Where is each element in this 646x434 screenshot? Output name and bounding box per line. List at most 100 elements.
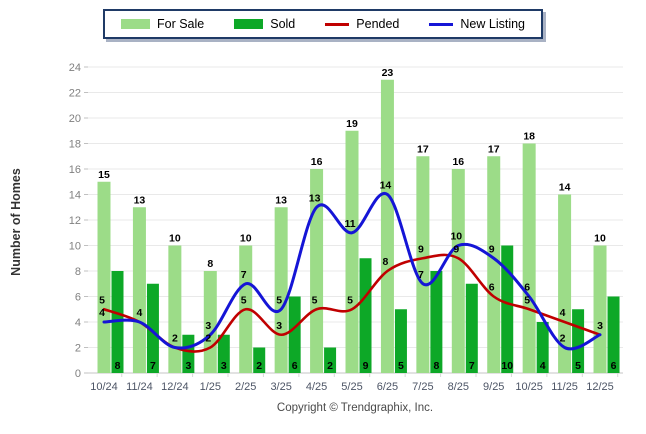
new-listing-value-label: 7 [241, 269, 247, 281]
for-sale-value-label: 10 [240, 233, 252, 245]
sold-value-label: 8 [433, 360, 439, 372]
y-axis-tick-label: 24 [69, 62, 81, 74]
pended-value-label: 8 [383, 256, 389, 268]
y-axis-tick-label: 8 [75, 266, 81, 278]
bar-sold [217, 334, 230, 373]
pended-value-label: 2 [205, 333, 211, 345]
bar-for-sale [97, 181, 111, 373]
for-sale-value-label: 10 [594, 233, 606, 245]
new-listing-value-label: 11 [344, 218, 355, 230]
legend-item-pended: Pended [325, 17, 399, 31]
new-listing-value-label: 7 [418, 269, 424, 281]
legend-item-for-sale: For Sale [120, 17, 205, 31]
for-sale-value-label: 14 [559, 182, 571, 194]
pended-value-label: 5 [99, 294, 105, 306]
pended-value-label: 9 [418, 243, 424, 255]
bar-sold [324, 347, 337, 373]
y-axis-title: Number of Homes [9, 168, 23, 276]
pended-value-label: 5 [347, 294, 353, 306]
sold-swatch-icon [234, 19, 264, 29]
new-listing-value-label: 9 [489, 243, 495, 255]
bar-sold [501, 245, 514, 373]
y-axis-tick-label: 16 [69, 164, 81, 176]
sold-value-label: 6 [611, 360, 617, 372]
bar-sold [430, 271, 443, 373]
x-axis-tick-label: 10/25 [515, 381, 543, 393]
sold-value-label: 2 [327, 360, 333, 372]
y-axis-tick-label: 6 [75, 292, 81, 304]
x-axis-tick-label: 4/25 [306, 381, 327, 393]
y-axis-tick-label: 10 [69, 241, 81, 253]
bar-for-sale [522, 143, 536, 373]
x-axis-tick-label: 3/25 [270, 381, 291, 393]
bar-for-sale [487, 156, 501, 373]
new-listing-line-swatch-icon [429, 22, 454, 26]
line-value-label: 3 [597, 320, 603, 332]
sold-value-label: 9 [363, 360, 369, 372]
y-axis-tick-label: 14 [69, 190, 81, 202]
bar-for-sale [310, 169, 324, 373]
sold-value-label: 3 [185, 360, 191, 372]
for-sale-value-label: 23 [382, 67, 394, 79]
sold-value-label: 6 [292, 360, 298, 372]
new-listing-value-label: 2 [560, 333, 566, 345]
for-sale-value-label: 18 [523, 131, 535, 143]
line-pended [102, 253, 602, 353]
x-axis-tick-label: 6/25 [377, 381, 398, 393]
sold-value-label: 2 [256, 360, 262, 372]
bar-sold [182, 334, 195, 373]
pended-value-label: 5 [241, 294, 247, 306]
bar-sold [394, 309, 407, 373]
bar-for-sale [593, 245, 607, 373]
bar-sold [359, 258, 372, 373]
legend-item-sold: Sold [234, 17, 295, 31]
sold-value-label: 7 [150, 360, 156, 372]
y-axis-tick-label: 2 [75, 343, 81, 355]
bar-sold [607, 296, 620, 373]
pended-value-label: 5 [524, 294, 530, 306]
sold-value-label: 4 [540, 360, 546, 372]
for-sale-value-label: 15 [98, 169, 110, 181]
for-sale-value-label: 13 [275, 194, 287, 206]
for-sale-value-label: 8 [207, 258, 213, 270]
bar-for-sale [558, 194, 572, 373]
for-sale-swatch-icon [120, 19, 150, 29]
line-value-label: 4 [137, 307, 143, 319]
new-listing-value-label: 5 [276, 294, 282, 306]
new-listing-value-label: 10 [450, 231, 462, 243]
bar-for-sale [132, 207, 146, 373]
pended-value-label: 9 [453, 243, 459, 255]
bar-for-sale [451, 169, 465, 373]
x-axis-tick-label: 1/25 [200, 381, 221, 393]
bar-sold [253, 347, 266, 373]
y-axis-tick-label: 18 [69, 139, 81, 151]
line-new-listing [102, 192, 602, 351]
y-axis-tick-label: 20 [69, 113, 81, 125]
new-listing-value-label: 4 [99, 307, 105, 319]
bar-for-sale [168, 245, 182, 373]
bar-for-sale [203, 271, 217, 373]
for-sale-value-label: 16 [311, 156, 323, 168]
pended-value-label: 6 [489, 282, 495, 294]
bar-sold [288, 296, 301, 373]
sold-value-label: 10 [501, 360, 513, 372]
bar-sold [465, 283, 478, 373]
for-sale-value-label: 16 [452, 156, 464, 168]
x-axis-tick-label: 9/25 [483, 381, 504, 393]
x-axis-tick-label: 11/25 [551, 381, 578, 393]
x-axis-tick-label: 12/24 [161, 381, 189, 393]
sold-value-label: 5 [575, 360, 581, 372]
legend-label-sold: Sold [270, 17, 296, 31]
y-axis-tick-label: 22 [69, 88, 81, 100]
copyright-text: Copyright © Trendgraphix, Inc. [276, 402, 434, 414]
pended-line-swatch-icon [325, 22, 350, 26]
legend-label-new-listing: New Listing [460, 17, 526, 31]
pended-value-label: 3 [276, 320, 282, 332]
legend-label-for-sale: For Sale [156, 17, 205, 31]
bar-for-sale [380, 79, 394, 373]
new-listing-value-label: 14 [380, 180, 392, 192]
sold-value-label: 8 [115, 360, 121, 372]
bar-for-sale [345, 130, 359, 373]
for-sale-value-label: 13 [134, 194, 146, 206]
x-axis-tick-label: 10/24 [90, 381, 118, 393]
